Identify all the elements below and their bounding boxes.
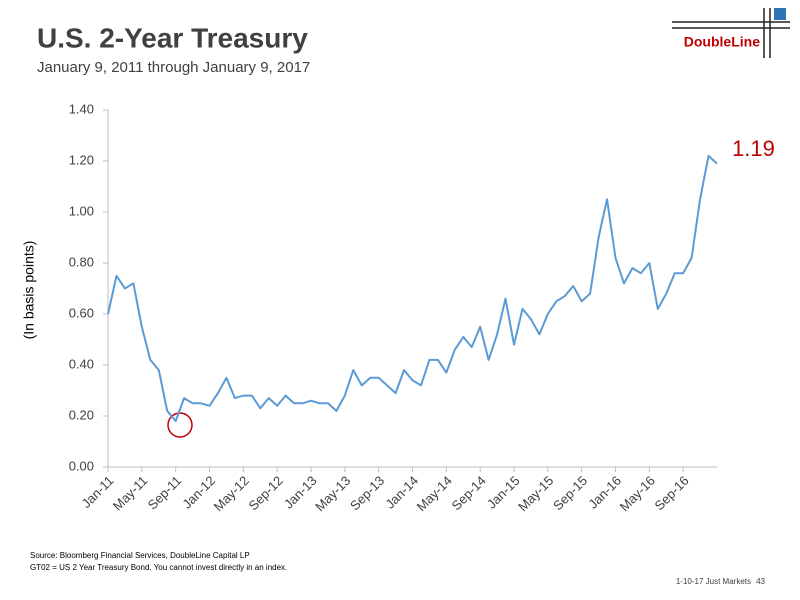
y-tick-label: 0.80	[69, 254, 94, 269]
y-tick-label: 1.20	[69, 152, 94, 167]
x-tick-label: May-11	[110, 473, 151, 514]
line-series	[107, 154, 718, 423]
y-tick-label: 0.00	[69, 458, 94, 473]
note: GT02 = US 2 Year Treasury Bond. You cann…	[30, 563, 287, 572]
y-tick-label: 0.20	[69, 407, 94, 422]
x-tick-label: May-15	[515, 473, 556, 514]
y-tick-label: 0.60	[69, 305, 94, 320]
annotation: 1.19	[732, 136, 775, 161]
x-tick-label: Sep-14	[448, 473, 488, 513]
x-tick-label: Sep-13	[347, 473, 387, 513]
highlight-circle	[167, 412, 193, 438]
x-tick-label: Sep-15	[550, 473, 590, 513]
logo-text: DoubleLine	[684, 34, 760, 50]
x-tick-label: May-16	[617, 473, 658, 514]
source: Source: Bloomberg Financial Services, Do…	[30, 551, 250, 560]
logo-lines	[672, 8, 790, 58]
x-tick-label: Sep-12	[245, 473, 285, 513]
x-tick-label: May-12	[211, 473, 252, 514]
x-tick-label: May-14	[414, 473, 455, 514]
chart-title: U.S. 2-Year Treasury	[37, 22, 308, 53]
x-tick-label: Sep-11	[145, 473, 185, 513]
footer: 1-10-17 Just Markets	[676, 577, 751, 586]
x-tick-label: May-13	[312, 473, 353, 514]
y-tick-label: 1.40	[69, 101, 94, 116]
y-tick-label: 0.40	[69, 356, 94, 371]
page-number: 43	[756, 577, 765, 586]
x-tick-label: Sep-16	[651, 473, 691, 513]
y-tick-label: 1.00	[69, 203, 94, 218]
subtitle: January 9, 2011 through January 9, 2017	[37, 59, 310, 76]
y-axis-label: (In basis points)	[21, 241, 37, 340]
